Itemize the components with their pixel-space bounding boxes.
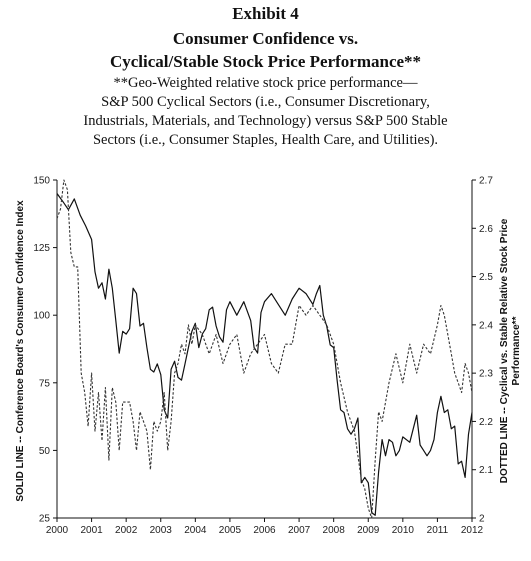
line-chart: 2000 2001 2002 2003 2004 2005 2006 2007 2008 2009… [15, 176, 522, 537]
chart-title-line-2: Cyclical/Stable Stock Price Performance*… [109, 52, 422, 71]
y-axis-left-label: SOLID LINE -- Conference Board's Consume… [15, 200, 26, 502]
y-axis-right-label-line-2: Performance** [511, 316, 522, 385]
y-left-tick-label: 50 [39, 446, 51, 457]
y-right-tick-label: 2.2 [479, 417, 493, 428]
y-right-tick-label: 2 [479, 514, 485, 525]
x-tick-label: 2007 [288, 525, 311, 536]
y-left-tick-label: 75 [39, 378, 51, 389]
x-tick-label: 2004 [184, 525, 207, 536]
y-right-tick-label: 2.7 [479, 176, 493, 187]
x-tick-label: 2010 [392, 525, 415, 536]
y-left-tick-label: 100 [33, 311, 50, 322]
x-tick-label: 2008 [323, 525, 346, 536]
x-tick-label: 2012 [461, 525, 484, 536]
y-right-tick-label: 2.3 [479, 369, 493, 380]
solid-consumer-confidence-line [56, 193, 473, 516]
y-right-tick-label: 2.4 [479, 320, 493, 331]
y-axis-right-label-line-1: DOTTED LINE -- Cyclical vs. Stable Relat… [499, 218, 510, 483]
y-right-tick-label: 2.5 [479, 272, 493, 283]
x-tick-label: 2006 [253, 525, 276, 536]
y-left-tick-label: 25 [39, 514, 51, 525]
subtitle-line-1: **Geo-Weighted relative stock price perf… [113, 75, 418, 91]
subtitle-line-4: Sectors (i.e., Consumer Staples, Health … [92, 132, 439, 148]
x-tick-label: 2002 [115, 525, 138, 536]
x-tick-label: 2005 [219, 525, 242, 536]
y-left-tick-label: 125 [33, 243, 50, 254]
chart-title-line-1: Consumer Confidence vs. [172, 29, 359, 48]
axis-labels: SOLID LINE -- Conference Board's Consume… [15, 200, 522, 502]
chart-axes: 2000 2001 2002 2003 2004 2005 2006 2007 2008 2009… [33, 176, 493, 537]
y-left-tick-label: 150 [33, 176, 50, 187]
x-tick-label: 2003 [150, 525, 173, 536]
x-tick-label: 2001 [80, 525, 103, 536]
subtitle-line-2: S&P 500 Cyclical Sectors (i.e., Consumer… [101, 94, 430, 110]
dotted-relative-performance-line [56, 179, 473, 519]
y-right-tick-label: 2.1 [479, 465, 493, 476]
subtitle-line-3: Industrials, Materials, and Technology) … [83, 113, 448, 129]
exhibit-label: Exhibit 4 [232, 4, 299, 23]
x-tick-label: 2000 [46, 525, 69, 536]
x-tick-label: 2009 [357, 525, 380, 536]
series-layer [56, 179, 473, 519]
x-tick-label: 2011 [427, 525, 449, 536]
y-right-tick-label: 2.6 [479, 224, 493, 235]
